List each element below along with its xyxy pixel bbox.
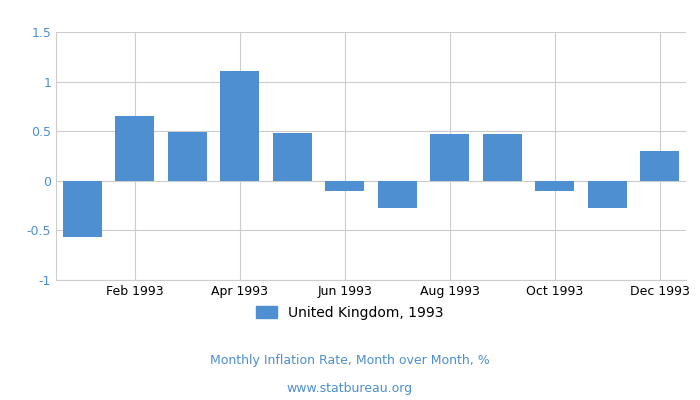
Bar: [640, 151, 680, 181]
Legend: United Kingdom, 1993: United Kingdom, 1993: [251, 300, 449, 325]
Text: Monthly Inflation Rate, Month over Month, %: Monthly Inflation Rate, Month over Month…: [210, 354, 490, 367]
Bar: [482, 134, 522, 181]
Text: www.statbureau.org: www.statbureau.org: [287, 382, 413, 395]
Bar: [167, 132, 207, 181]
Bar: [377, 181, 417, 208]
Bar: [115, 116, 155, 181]
Bar: [272, 133, 312, 181]
Bar: [325, 181, 365, 191]
Bar: [430, 134, 470, 181]
Bar: [587, 181, 627, 208]
Bar: [220, 71, 260, 181]
Bar: [62, 181, 102, 237]
Bar: [535, 181, 575, 191]
